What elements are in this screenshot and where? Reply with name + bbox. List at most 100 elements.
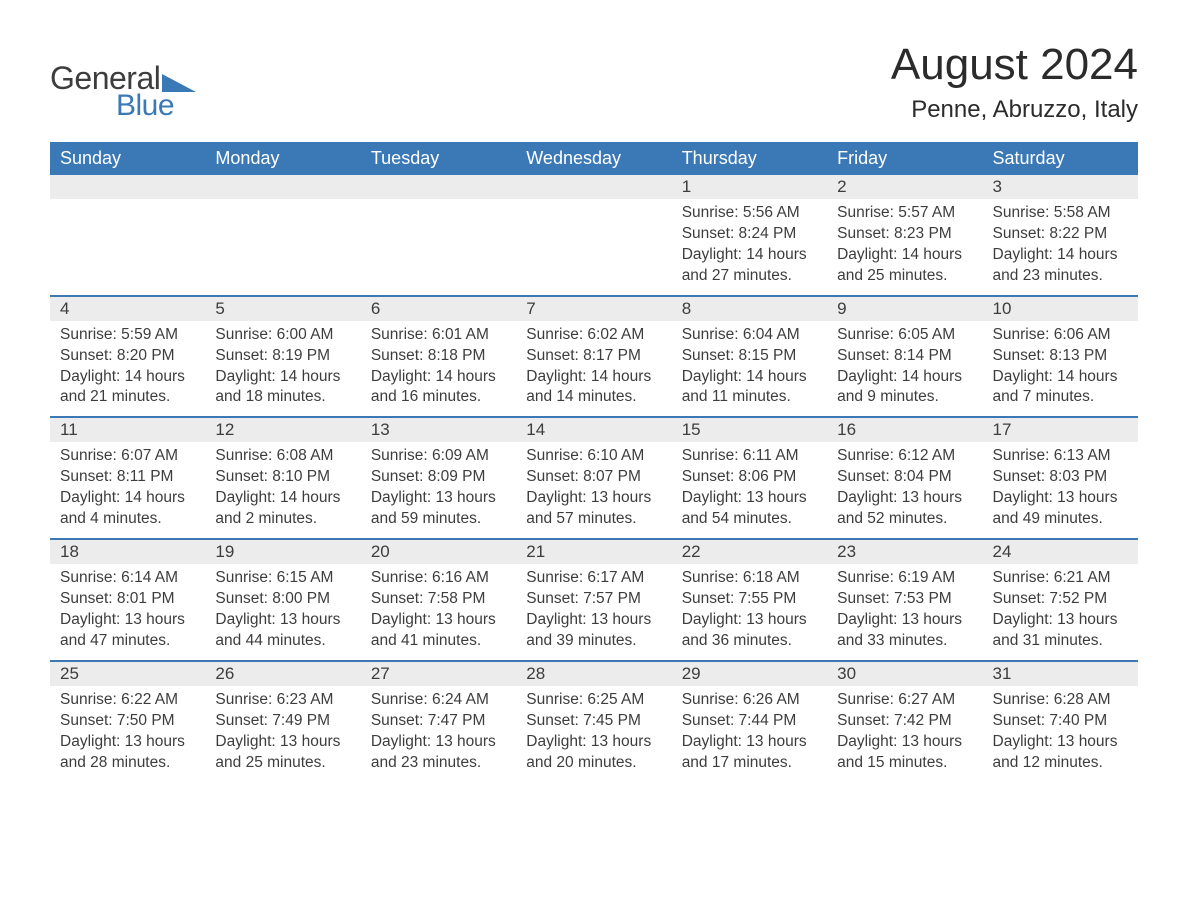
- calendar-day-cell: 9Sunrise: 6:05 AMSunset: 8:14 PMDaylight…: [827, 297, 982, 417]
- sunrise-line: Sunrise: 6:21 AM: [993, 568, 1128, 589]
- day-number: 12: [205, 418, 360, 442]
- calendar-day-cell: 8Sunrise: 6:04 AMSunset: 8:15 PMDaylight…: [672, 297, 827, 417]
- day-number: 21: [516, 540, 671, 564]
- day-number: 17: [983, 418, 1138, 442]
- day-number: [516, 175, 671, 199]
- day-number: 24: [983, 540, 1138, 564]
- daylight-line: Daylight: 14 hours and 14 minutes.: [526, 367, 661, 409]
- calendar-day-cell: 23Sunrise: 6:19 AMSunset: 7:53 PMDayligh…: [827, 540, 982, 660]
- day-number: 20: [361, 540, 516, 564]
- calendar-empty-cell: [50, 175, 205, 295]
- daylight-line: Daylight: 13 hours and 25 minutes.: [215, 732, 350, 774]
- calendar-body: 1Sunrise: 5:56 AMSunset: 8:24 PMDaylight…: [50, 175, 1138, 781]
- day-details: Sunrise: 6:09 AMSunset: 8:09 PMDaylight:…: [361, 442, 516, 538]
- calendar-day-cell: 4Sunrise: 5:59 AMSunset: 8:20 PMDaylight…: [50, 297, 205, 417]
- day-details: Sunrise: 6:00 AMSunset: 8:19 PMDaylight:…: [205, 321, 360, 417]
- sunrise-line: Sunrise: 6:16 AM: [371, 568, 506, 589]
- sunrise-line: Sunrise: 6:01 AM: [371, 325, 506, 346]
- day-number: 7: [516, 297, 671, 321]
- weekday-label: Tuesday: [361, 142, 516, 175]
- calendar-day-cell: 21Sunrise: 6:17 AMSunset: 7:57 PMDayligh…: [516, 540, 671, 660]
- daylight-line: Daylight: 13 hours and 33 minutes.: [837, 610, 972, 652]
- daylight-line: Daylight: 13 hours and 23 minutes.: [371, 732, 506, 774]
- calendar-week-row: 11Sunrise: 6:07 AMSunset: 8:11 PMDayligh…: [50, 416, 1138, 538]
- day-number: [361, 175, 516, 199]
- day-details: Sunrise: 6:10 AMSunset: 8:07 PMDaylight:…: [516, 442, 671, 538]
- calendar-day-cell: 26Sunrise: 6:23 AMSunset: 7:49 PMDayligh…: [205, 662, 360, 782]
- calendar-empty-cell: [516, 175, 671, 295]
- sunrise-line: Sunrise: 6:09 AM: [371, 446, 506, 467]
- calendar-day-cell: 12Sunrise: 6:08 AMSunset: 8:10 PMDayligh…: [205, 418, 360, 538]
- calendar-day-cell: 27Sunrise: 6:24 AMSunset: 7:47 PMDayligh…: [361, 662, 516, 782]
- calendar-week-row: 4Sunrise: 5:59 AMSunset: 8:20 PMDaylight…: [50, 295, 1138, 417]
- sunrise-line: Sunrise: 6:14 AM: [60, 568, 195, 589]
- calendar-day-cell: 28Sunrise: 6:25 AMSunset: 7:45 PMDayligh…: [516, 662, 671, 782]
- day-number: 26: [205, 662, 360, 686]
- day-details: Sunrise: 6:24 AMSunset: 7:47 PMDaylight:…: [361, 686, 516, 782]
- header: General Blue August 2024 Penne, Abruzzo,…: [50, 40, 1138, 124]
- sunset-line: Sunset: 7:55 PM: [682, 589, 817, 610]
- sunrise-line: Sunrise: 6:12 AM: [837, 446, 972, 467]
- sunset-line: Sunset: 7:58 PM: [371, 589, 506, 610]
- day-number: 19: [205, 540, 360, 564]
- daylight-line: Daylight: 13 hours and 39 minutes.: [526, 610, 661, 652]
- day-number: 28: [516, 662, 671, 686]
- day-details: Sunrise: 6:04 AMSunset: 8:15 PMDaylight:…: [672, 321, 827, 417]
- day-details: Sunrise: 6:14 AMSunset: 8:01 PMDaylight:…: [50, 564, 205, 660]
- day-details: Sunrise: 6:17 AMSunset: 7:57 PMDaylight:…: [516, 564, 671, 660]
- sunset-line: Sunset: 7:44 PM: [682, 711, 817, 732]
- calendar-day-cell: 24Sunrise: 6:21 AMSunset: 7:52 PMDayligh…: [983, 540, 1138, 660]
- day-number: [205, 175, 360, 199]
- sunset-line: Sunset: 8:19 PM: [215, 346, 350, 367]
- day-number: 27: [361, 662, 516, 686]
- day-number: 10: [983, 297, 1138, 321]
- day-details: Sunrise: 6:21 AMSunset: 7:52 PMDaylight:…: [983, 564, 1138, 660]
- brand-blue-text: Blue: [116, 89, 196, 123]
- day-details: Sunrise: 6:18 AMSunset: 7:55 PMDaylight:…: [672, 564, 827, 660]
- calendar-day-cell: 10Sunrise: 6:06 AMSunset: 8:13 PMDayligh…: [983, 297, 1138, 417]
- day-details: Sunrise: 5:58 AMSunset: 8:22 PMDaylight:…: [983, 199, 1138, 295]
- weekday-label: Sunday: [50, 142, 205, 175]
- weekday-label: Saturday: [983, 142, 1138, 175]
- sunrise-line: Sunrise: 6:18 AM: [682, 568, 817, 589]
- day-details: Sunrise: 5:57 AMSunset: 8:23 PMDaylight:…: [827, 199, 982, 295]
- day-details: Sunrise: 6:02 AMSunset: 8:17 PMDaylight:…: [516, 321, 671, 417]
- daylight-line: Daylight: 14 hours and 2 minutes.: [215, 488, 350, 530]
- sunrise-line: Sunrise: 5:57 AM: [837, 203, 972, 224]
- daylight-line: Daylight: 13 hours and 47 minutes.: [60, 610, 195, 652]
- sunset-line: Sunset: 8:20 PM: [60, 346, 195, 367]
- calendar-day-cell: 16Sunrise: 6:12 AMSunset: 8:04 PMDayligh…: [827, 418, 982, 538]
- sunrise-line: Sunrise: 6:04 AM: [682, 325, 817, 346]
- daylight-line: Daylight: 13 hours and 52 minutes.: [837, 488, 972, 530]
- day-details: Sunrise: 6:26 AMSunset: 7:44 PMDaylight:…: [672, 686, 827, 782]
- day-details: Sunrise: 6:06 AMSunset: 8:13 PMDaylight:…: [983, 321, 1138, 417]
- day-number: [50, 175, 205, 199]
- calendar-day-cell: 19Sunrise: 6:15 AMSunset: 8:00 PMDayligh…: [205, 540, 360, 660]
- calendar-day-cell: 25Sunrise: 6:22 AMSunset: 7:50 PMDayligh…: [50, 662, 205, 782]
- daylight-line: Daylight: 13 hours and 20 minutes.: [526, 732, 661, 774]
- day-number: 2: [827, 175, 982, 199]
- sunrise-line: Sunrise: 6:11 AM: [682, 446, 817, 467]
- sunset-line: Sunset: 7:49 PM: [215, 711, 350, 732]
- weekday-label: Monday: [205, 142, 360, 175]
- calendar-day-cell: 3Sunrise: 5:58 AMSunset: 8:22 PMDaylight…: [983, 175, 1138, 295]
- sunset-line: Sunset: 8:15 PM: [682, 346, 817, 367]
- day-details: [205, 199, 360, 211]
- calendar-day-cell: 2Sunrise: 5:57 AMSunset: 8:23 PMDaylight…: [827, 175, 982, 295]
- day-number: 14: [516, 418, 671, 442]
- sunset-line: Sunset: 8:01 PM: [60, 589, 195, 610]
- brand-logo: General Blue: [50, 40, 196, 123]
- day-number: 13: [361, 418, 516, 442]
- sunset-line: Sunset: 7:42 PM: [837, 711, 972, 732]
- page-title: August 2024: [891, 40, 1138, 90]
- daylight-line: Daylight: 13 hours and 15 minutes.: [837, 732, 972, 774]
- daylight-line: Daylight: 13 hours and 28 minutes.: [60, 732, 195, 774]
- daylight-line: Daylight: 13 hours and 59 minutes.: [371, 488, 506, 530]
- day-details: Sunrise: 6:28 AMSunset: 7:40 PMDaylight:…: [983, 686, 1138, 782]
- day-number: 29: [672, 662, 827, 686]
- sunrise-line: Sunrise: 6:19 AM: [837, 568, 972, 589]
- weekday-label: Friday: [827, 142, 982, 175]
- calendar-day-cell: 29Sunrise: 6:26 AMSunset: 7:44 PMDayligh…: [672, 662, 827, 782]
- daylight-line: Daylight: 13 hours and 41 minutes.: [371, 610, 506, 652]
- calendar-day-cell: 31Sunrise: 6:28 AMSunset: 7:40 PMDayligh…: [983, 662, 1138, 782]
